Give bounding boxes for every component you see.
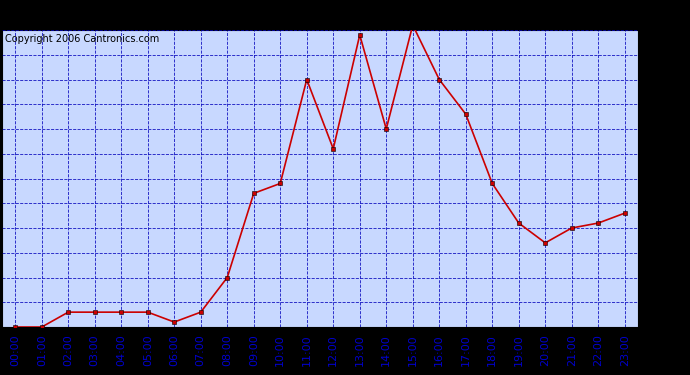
Text: 20:00: 20:00: [540, 334, 550, 366]
Text: 04:00: 04:00: [116, 334, 126, 366]
Text: 00:00: 00:00: [10, 334, 20, 366]
Text: 61.5: 61.5: [646, 297, 671, 307]
Text: 74.0: 74.0: [646, 174, 671, 183]
Text: 21:00: 21:00: [566, 334, 577, 366]
Text: THSW Index per Hour (°F)  (Last 24 Hours) 20060829: THSW Index per Hour (°F) (Last 24 Hours)…: [124, 6, 566, 24]
Text: 71.5: 71.5: [646, 198, 671, 208]
Text: 03:00: 03:00: [90, 334, 100, 366]
Text: 66.5: 66.5: [646, 248, 671, 258]
Text: 14:00: 14:00: [382, 334, 391, 366]
Text: 10:00: 10:00: [275, 334, 285, 366]
Text: 06:00: 06:00: [169, 334, 179, 366]
Text: 64.0: 64.0: [646, 273, 671, 282]
Text: 86.5: 86.5: [646, 50, 671, 60]
Text: 59.0: 59.0: [646, 322, 671, 332]
Text: 19:00: 19:00: [514, 334, 524, 366]
Text: 01:00: 01:00: [37, 334, 47, 366]
Text: 23:00: 23:00: [620, 334, 630, 366]
Text: 11:00: 11:00: [302, 334, 312, 366]
Text: 08:00: 08:00: [222, 334, 233, 366]
Text: 12:00: 12:00: [328, 334, 338, 366]
Text: 18:00: 18:00: [487, 334, 497, 366]
Text: 07:00: 07:00: [196, 334, 206, 366]
Text: 81.5: 81.5: [646, 99, 671, 109]
Text: 02:00: 02:00: [63, 334, 73, 366]
Text: 05:00: 05:00: [143, 334, 152, 366]
Text: 76.5: 76.5: [646, 149, 671, 159]
Text: 89.0: 89.0: [646, 25, 671, 35]
Text: 16:00: 16:00: [434, 334, 444, 366]
Text: Copyright 2006 Cantronics.com: Copyright 2006 Cantronics.com: [6, 34, 159, 45]
Text: 09:00: 09:00: [249, 334, 259, 366]
Text: 69.0: 69.0: [646, 223, 671, 233]
Text: 17:00: 17:00: [461, 334, 471, 366]
Text: 79.0: 79.0: [646, 124, 671, 134]
Text: 84.0: 84.0: [646, 75, 671, 84]
Text: 13:00: 13:00: [355, 334, 365, 366]
Text: 15:00: 15:00: [408, 334, 417, 366]
Text: 22:00: 22:00: [593, 334, 603, 366]
